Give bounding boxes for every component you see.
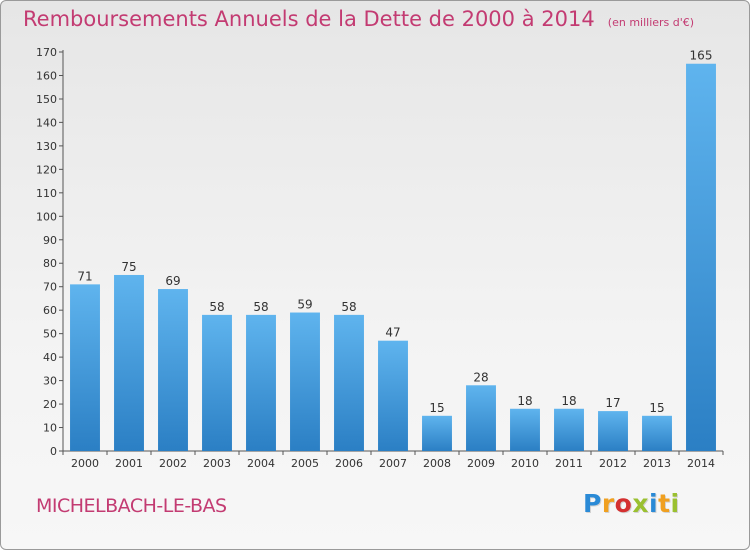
bar-2001[interactable] xyxy=(114,274,144,451)
bar-2007[interactable] xyxy=(378,340,408,451)
data-label-2013: 15 xyxy=(649,401,664,415)
title-row: Remboursements Annuels de la Dette de 20… xyxy=(23,7,694,31)
y-tick-label: 60 xyxy=(43,304,57,317)
y-tick-label: 70 xyxy=(43,281,57,294)
commune-name: MICHELBACH-LE-BAS xyxy=(36,495,227,517)
data-label-2010: 18 xyxy=(517,394,532,408)
logo-letter: o xyxy=(614,489,633,518)
data-label-2001: 75 xyxy=(121,260,136,274)
y-tick-label: 0 xyxy=(50,445,57,458)
y-tick-label: 90 xyxy=(43,234,57,247)
x-tick-label: 2010 xyxy=(511,457,539,470)
bar-2011[interactable] xyxy=(554,408,584,451)
x-tick-label: 2006 xyxy=(335,457,363,470)
bar-2009[interactable] xyxy=(466,385,496,451)
data-label-2014: 165 xyxy=(690,49,713,63)
x-tick-label: 2007 xyxy=(379,457,407,470)
bar-2004[interactable] xyxy=(246,314,276,451)
logo-letter: x xyxy=(632,489,649,518)
data-label-2004: 58 xyxy=(253,300,268,314)
bar-2003[interactable] xyxy=(202,314,232,451)
x-tick-label: 2012 xyxy=(599,457,627,470)
x-tick-label: 2000 xyxy=(71,457,99,470)
x-tick-label: 2009 xyxy=(467,457,495,470)
bars xyxy=(70,63,716,452)
y-tick-label: 100 xyxy=(36,210,57,223)
data-label-2012: 17 xyxy=(605,396,620,410)
y-tick-label: 40 xyxy=(43,351,57,364)
bar-2013[interactable] xyxy=(642,415,672,451)
logo-letter: i xyxy=(649,489,659,518)
y-tick-label: 130 xyxy=(36,140,57,153)
data-label-2008: 15 xyxy=(429,401,444,415)
data-label-2009: 28 xyxy=(473,370,488,384)
logo-letter: r xyxy=(601,489,615,518)
y-axis: 0 10 20 30 40 50 60 70 80 90 100 110 120 130 140 150 160… xyxy=(36,46,64,458)
data-label-2011: 18 xyxy=(561,394,576,408)
data-label-2007: 47 xyxy=(385,326,400,340)
bar-2000[interactable] xyxy=(70,284,100,451)
data-label-2003: 58 xyxy=(209,300,224,314)
x-tick-label: 2004 xyxy=(247,457,275,470)
chart-subtitle: (en milliers d'€) xyxy=(607,16,695,29)
y-tick-label: 150 xyxy=(36,93,57,106)
x-tick-label: 2003 xyxy=(203,457,231,470)
y-tick-label: 10 xyxy=(43,422,57,435)
data-label-2000: 71 xyxy=(77,269,92,283)
y-tick-label: 20 xyxy=(43,398,57,411)
data-labels: 71 75 69 58 58 59 58 47 15 28 18 18 17 15 165 xyxy=(77,49,712,415)
bar-2008[interactable] xyxy=(422,415,452,451)
x-tick-label: 2005 xyxy=(291,457,319,470)
logo-letter: t xyxy=(658,489,671,518)
x-tick-label: 2014 xyxy=(687,457,715,470)
chart-title: Remboursements Annuels de la Dette de 20… xyxy=(23,7,595,31)
logo-letter: P xyxy=(583,489,602,518)
y-tick-label: 110 xyxy=(36,187,57,200)
logo-letter: i xyxy=(670,489,680,518)
data-label-2002: 69 xyxy=(165,274,180,288)
y-tick-label: 170 xyxy=(36,46,57,59)
x-tick-label: 2011 xyxy=(555,457,583,470)
x-axis: 2000 2001 2002 2003 2004 2005 2006 2007 2008 2009… xyxy=(62,450,724,470)
y-tick-label: 140 xyxy=(36,116,57,129)
x-tick-label: 2002 xyxy=(159,457,187,470)
bar-2012[interactable] xyxy=(598,411,628,451)
x-tick-label: 2008 xyxy=(423,457,451,470)
data-label-2005: 59 xyxy=(297,298,312,312)
bar-2002[interactable] xyxy=(158,289,188,451)
y-tick-label: 50 xyxy=(43,328,57,341)
bar-2014[interactable] xyxy=(686,63,716,452)
y-tick-label: 30 xyxy=(43,375,57,388)
x-tick-label: 2001 xyxy=(115,457,143,470)
y-tick-label: 80 xyxy=(43,257,57,270)
y-tick-label: 160 xyxy=(36,69,57,82)
bar-2010[interactable] xyxy=(510,408,540,451)
bar-2006[interactable] xyxy=(334,314,364,451)
x-tick-label: 2013 xyxy=(643,457,671,470)
data-label-2006: 58 xyxy=(341,300,356,314)
proxiti-logo[interactable]: Proxiti xyxy=(583,489,680,518)
y-tick-label: 120 xyxy=(36,163,57,176)
bar-2005[interactable] xyxy=(290,312,320,451)
